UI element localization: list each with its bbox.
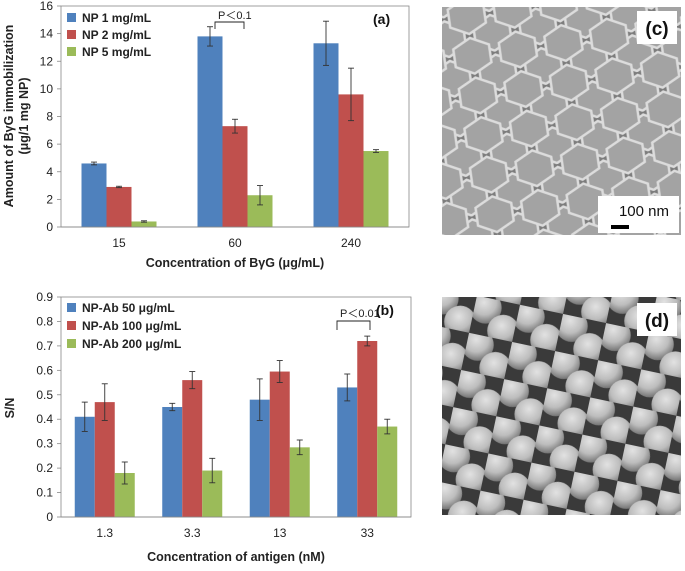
chart-a-ytick-label: 8	[46, 110, 53, 124]
chart-b-bar	[202, 470, 223, 517]
chart-b-ytick-label: 0.2	[36, 461, 53, 475]
legend-b-swatch-1	[67, 303, 76, 312]
chart-b-bar	[114, 473, 135, 517]
chart-a-bar	[81, 163, 107, 227]
chart-a-annotation: P＜0.1	[218, 10, 252, 22]
chart-a-xtick-label: 240	[341, 236, 361, 250]
chart-b-bars	[74, 335, 398, 517]
legend-a-label-3: NP 5 mg/mL	[82, 45, 151, 59]
chart-a-ytick-label: 4	[46, 165, 53, 179]
chart-a-y-ticks: 0 2 4 6 8 10 12 14 16	[40, 0, 61, 234]
chart-b-xtick-label: 3.3	[184, 526, 201, 540]
chart-b-xtick-label: 1.3	[96, 526, 113, 540]
chart-b-bar	[377, 426, 398, 517]
chart-a-bar	[131, 221, 157, 227]
chart-b-ytick-label: 0.1	[36, 486, 53, 500]
chart-a-x-ticks: 15 60 240	[112, 236, 361, 250]
chart-b-bar	[269, 371, 290, 517]
chart-b-legend: NP-Ab 50 μg/mL NP-Ab 100 μg/mL NP-Ab 200…	[67, 301, 181, 351]
chart-b-bar	[182, 380, 203, 517]
chart-b-ytick-label: 0.3	[36, 437, 53, 451]
chart-a-ylabel-line1: Amount of BγG immobilization	[2, 25, 16, 208]
sem-image-c-scale-text: 100 nm	[619, 203, 669, 220]
chart-b-significance-bracket	[336, 320, 371, 330]
chart-b-ylabel: S/N	[3, 398, 17, 419]
chart-a-ytick-label: 6	[46, 137, 53, 151]
chart-a-xlabel: Concentration of BγG (μg/mL)	[146, 256, 324, 270]
sem-image-d-label: (d)	[645, 311, 669, 332]
chart-a-significance-bracket	[214, 21, 245, 29]
chart-a-xtick-label: 60	[228, 236, 242, 250]
sem-image-d: (d)	[442, 297, 681, 515]
chart-b: 00.10.20.30.40.50.60.70.80.9 1.3 3.3 13 33 …	[3, 290, 412, 564]
legend-a-label-2: NP 2 mg/mL	[82, 28, 151, 42]
chart-a-ytick-label: 10	[40, 82, 54, 96]
sem-image-d-label-box	[637, 303, 677, 336]
legend-b-swatch-2	[67, 321, 76, 330]
legend-b-swatch-3	[67, 339, 76, 348]
chart-a-ytick-label: 0	[46, 220, 53, 234]
legend-a-swatch-2	[67, 30, 76, 39]
chart-a-bar	[197, 36, 223, 228]
chart-b-ytick-label: 0.7	[36, 339, 53, 353]
chart-b-annotation: P＜0.01	[340, 308, 380, 320]
sem-image-c-scale-bar	[611, 225, 629, 229]
chart-a-ytick-label: 12	[40, 54, 54, 68]
legend-a-swatch-3	[67, 47, 76, 56]
chart-a-legend: NP 1 mg/mL NP 2 mg/mL NP 5 mg/mL	[67, 11, 151, 59]
chart-b-ytick-label: 0.6	[36, 363, 53, 377]
legend-a-swatch-1	[67, 13, 76, 22]
chart-a-bar	[363, 151, 389, 227]
chart-a-ytick-label: 14	[40, 27, 54, 41]
chart-a-bar	[313, 43, 339, 228]
chart-b-bar	[337, 387, 358, 517]
chart-b-ytick-label: 0.5	[36, 388, 53, 402]
chart-a: 0 2 4 6 8 10 12 14 16 15 60 240 NP 1 mg/mL NP 2 mg…	[2, 0, 410, 270]
chart-b-xlabel: Concentration of antigen (nM)	[147, 550, 325, 564]
chart-b-bar	[162, 407, 183, 517]
chart-b-bar	[94, 402, 115, 517]
legend-b-label-2: NP-Ab 100 μg/mL	[82, 319, 181, 333]
chart-b-xtick-label: 33	[361, 526, 375, 540]
chart-a-bars	[81, 20, 389, 228]
legend-b-label-3: NP-Ab 200 μg/mL	[82, 337, 181, 351]
chart-b-ytick-label: 0.8	[36, 314, 53, 328]
chart-b-bar	[289, 447, 310, 517]
sem-image-c-label-box	[637, 11, 677, 44]
chart-b-xtick-label: 13	[273, 526, 287, 540]
chart-a-ylabel-line2: (μg/1 mg NP)	[17, 77, 31, 154]
chart-a-bar	[222, 126, 248, 227]
legend-b-label-1: NP-Ab 50 μg/mL	[82, 301, 175, 315]
chart-b-bar	[357, 341, 378, 517]
legend-a-label-1: NP 1 mg/mL	[82, 11, 151, 25]
chart-a-xtick-label: 15	[112, 236, 126, 250]
chart-b-panel-label: (b)	[376, 302, 394, 318]
sem-image-c: (c) 100 nm	[442, 7, 681, 235]
chart-b-ytick-label: 0	[46, 510, 53, 524]
chart-a-panel-label: (a)	[373, 11, 390, 27]
chart-a-bar	[106, 186, 132, 227]
sem-image-c-label: (c)	[645, 19, 668, 40]
chart-b-bar	[249, 399, 270, 517]
chart-a-ytick-label: 16	[40, 0, 54, 13]
chart-b-ytick-label: 0.4	[36, 412, 53, 426]
chart-b-y-ticks: 0 0.1 0.2 0.3 0.4 0.5 0.6 0.7 0.8 0.9	[36, 290, 61, 524]
chart-b-bar	[74, 416, 95, 517]
chart-a-ytick-label: 2	[46, 192, 53, 206]
chart-b-ytick-label: 0.9	[36, 290, 53, 304]
chart-b-x-ticks: 1.3 3.3 13 33	[96, 526, 374, 540]
